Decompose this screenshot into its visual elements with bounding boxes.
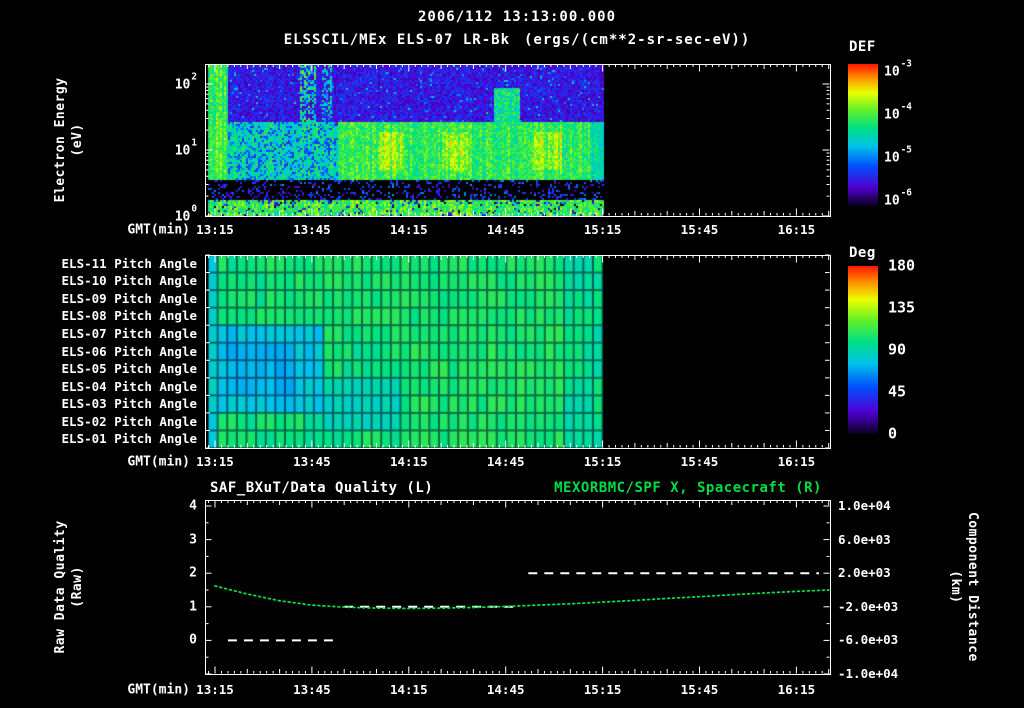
deg-colorbar-title: Deg [849, 245, 876, 261]
def-colorbar [848, 64, 878, 206]
x-tick-label: 16:15 [777, 681, 816, 697]
pitch-row-label: ELS-01 Pitch Angle [61, 430, 197, 446]
spectrogram-title: ELSSCIL/MEx ELS-07 LR-Bk [283, 32, 510, 48]
p1-y-tick-label: 102 [174, 71, 197, 93]
p3-left-y-axis-label-line2: (Raw) [70, 566, 85, 608]
p3-left-tick-label: 0 [189, 632, 197, 648]
x-tick-label: 16:15 [777, 453, 816, 469]
p3-left-tick-label: 1 [189, 599, 197, 615]
deg-colorbar-tick-label: 180 [888, 256, 916, 275]
x-tick-label: 14:45 [486, 221, 525, 237]
p3-left-tick-label: 2 [189, 565, 197, 581]
x-axis-label: GMT(min) [127, 682, 190, 698]
x-tick-label: 13:15 [196, 681, 234, 697]
deg-colorbar-tick-label: 0 [888, 424, 898, 443]
x-axis-label: GMT(min) [127, 222, 190, 238]
x-tick-label: 13:15 [196, 453, 234, 469]
energy-spectrogram-heatmap [205, 64, 830, 216]
x-tick-label: 13:45 [293, 221, 331, 237]
x-tick-label: 13:45 [293, 681, 331, 697]
def-colorbar-tick-label: 10-4 [884, 101, 912, 123]
deg-colorbar-tick-label: 90 [888, 340, 907, 359]
p1-y-tick-label: 100 [174, 203, 197, 225]
def-colorbar-tick-label: 10-3 [884, 58, 912, 80]
def-colorbar-tick-label: 10-5 [884, 144, 912, 166]
p3-right-title: MEXORBMC/SPF X, Spacecraft (R) [554, 480, 822, 496]
x-tick-label: 14:45 [486, 453, 525, 469]
deg-colorbar [848, 266, 878, 434]
pitch-row-label: ELS-08 Pitch Angle [61, 308, 197, 324]
x-tick-label: 15:45 [680, 681, 719, 697]
pitch-row-label: ELS-06 Pitch Angle [61, 343, 197, 359]
p3-left-y-axis-label: Raw Data Quality (Raw) [53, 457, 87, 708]
deg-colorbar-tick-label: 135 [888, 298, 916, 317]
p3-right-y-axis-label-line1: Component Distance [964, 511, 980, 662]
x-tick-label: 13:45 [293, 453, 331, 469]
pitch-angle-heatmap [205, 255, 830, 448]
pitch-row-label: ELS-07 Pitch Angle [61, 325, 197, 341]
p3-right-y-axis-label: Component Distance (km) [946, 457, 980, 708]
x-tick-label: 16:15 [777, 221, 816, 237]
p3-right-tick-label: 2.0e+03 [838, 564, 891, 580]
p1-y-axis-label-line1: Electron Energy [53, 77, 69, 203]
p3-right-tick-label: -2.0e+03 [838, 598, 899, 614]
def-colorbar-tick-label: 10-6 [884, 187, 912, 209]
pitch-row-label: ELS-11 Pitch Angle [61, 255, 197, 271]
x-tick-label: 14:15 [389, 681, 428, 697]
pitch-row-label: ELS-03 Pitch Angle [61, 395, 197, 411]
x-axis-label: GMT(min) [127, 454, 190, 470]
def-colorbar-title: DEF [849, 39, 876, 55]
pitch-row-label: ELS-04 Pitch Angle [61, 378, 197, 394]
spectrogram-header: ELSSCIL/MEx ELS-07 LR-Bk (ergs/(cm**2-sr-… [284, 33, 751, 47]
pitch-row-label: ELS-02 Pitch Angle [61, 413, 197, 429]
pitch-row-label: ELS-10 Pitch Angle [61, 273, 197, 289]
p3-right-y-axis-label-line2: (km) [948, 570, 963, 604]
p1-y-axis-label-line2: (eV) [70, 123, 85, 157]
p1-y-axis-label: Electron Energy (eV) [53, 10, 87, 270]
pitch-row-label: ELS-09 Pitch Angle [61, 290, 197, 306]
p3-left-tick-label: 3 [189, 532, 197, 548]
x-tick-label: 14:15 [389, 221, 428, 237]
x-tick-label: 13:15 [196, 221, 234, 237]
p3-right-tick-label: -1.0e+04 [838, 665, 899, 681]
x-tick-label: 15:15 [583, 453, 622, 469]
page-title: 2006/112 13:13:00.000 [417, 9, 617, 25]
x-tick-label: 14:15 [389, 453, 428, 469]
p1-y-tick-label: 101 [174, 137, 197, 159]
x-tick-label: 15:45 [680, 453, 719, 469]
x-tick-label: 15:15 [583, 221, 622, 237]
x-tick-label: 14:45 [486, 681, 525, 697]
spectrogram-units: (ergs/(cm**2-sr-sec-eV)) [524, 32, 751, 48]
p3-left-y-axis-label-line1: Raw Data Quality [53, 520, 69, 654]
p3-right-tick-label: 1.0e+04 [838, 497, 891, 513]
p3-left-title: SAF_BXuT/Data Quality (L) [210, 480, 434, 496]
p3-right-tick-label: 6.0e+03 [838, 531, 891, 547]
x-tick-label: 15:15 [583, 681, 622, 697]
deg-colorbar-tick-label: 45 [888, 382, 907, 401]
p3-right-tick-label: -6.0e+03 [838, 632, 899, 648]
p3-left-tick-label: 4 [189, 498, 197, 514]
pitch-row-label: ELS-05 Pitch Angle [61, 360, 197, 376]
x-tick-label: 15:45 [680, 221, 719, 237]
